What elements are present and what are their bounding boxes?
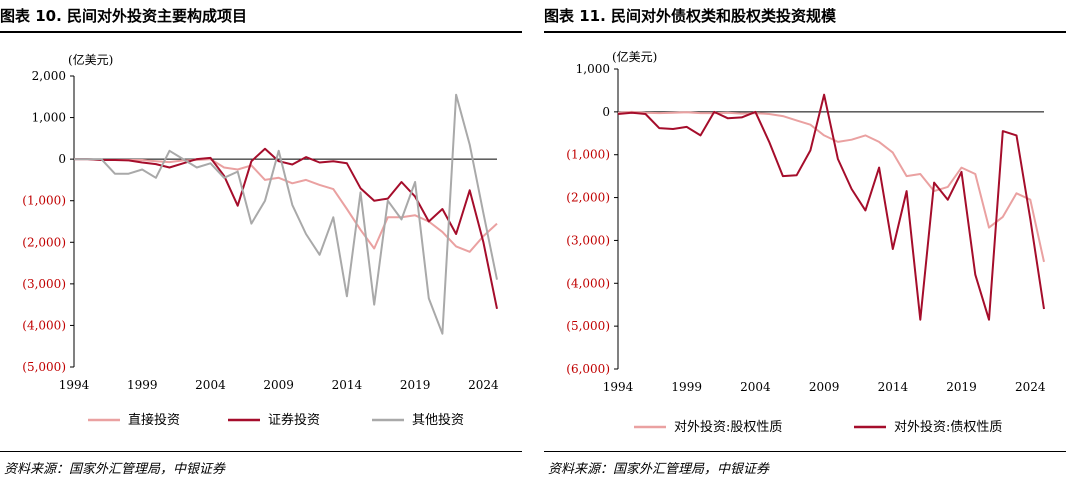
unit-label: (亿美元)	[68, 52, 113, 67]
y-tick-label: 0	[602, 105, 610, 119]
y-tick-label: 0	[58, 152, 66, 166]
figure-11-title: 图表 11. 民间对外债权类和股权类投资规模	[544, 7, 837, 25]
figure-11-chart: (亿美元)1,000 0 (1,000) (2,000) (3,000) (4,000) (…	[566, 49, 1046, 435]
x-tick-label: 1994	[59, 378, 90, 392]
x-tick-label: 1994	[603, 380, 634, 394]
unit-label: (亿美元)	[612, 49, 657, 64]
x-tick-label: 2004	[740, 380, 771, 394]
x-tick-label: 2024	[468, 378, 499, 392]
x-tick-label: 2014	[332, 378, 363, 392]
y-tick-label: (4,000)	[566, 276, 610, 290]
y-tick-label: (5,000)	[22, 360, 66, 374]
x-tick-label: 2019	[946, 380, 977, 394]
x-tick-label: 2009	[263, 378, 294, 392]
x-tick-label: 1999	[127, 378, 158, 392]
x-tick-label: 1999	[671, 380, 702, 394]
legend-label: 证券投资	[268, 412, 320, 428]
x-tick-label: 2004	[195, 378, 226, 392]
y-tick-label: (1,000)	[22, 194, 66, 208]
y-tick-label: (4,000)	[22, 318, 66, 332]
series-line-3	[74, 93, 498, 335]
x-tick-label: 2014	[878, 380, 909, 394]
figure-10-source: 资料来源：国家外汇管理局，中银证券	[4, 462, 226, 477]
x-tick-label: 2019	[400, 378, 431, 392]
y-tick-label: (3,000)	[22, 277, 66, 291]
legend-label: 其他投资	[412, 412, 464, 428]
legend-label: 直接投资	[128, 412, 180, 428]
title-rule	[0, 31, 522, 33]
series-line-2	[74, 147, 498, 310]
title-rule	[544, 31, 1066, 33]
figure-10-chart: (亿美元)2,000 1,000 0 (1,000) (2,000) (3,000) (4,…	[22, 52, 499, 428]
x-tick-label: 2009	[809, 380, 840, 394]
y-tick-label: (6,000)	[566, 362, 610, 376]
figure-11-source: 资料来源：国家外汇管理局，中银证券	[548, 462, 770, 477]
figure-10-title: 图表 10. 民间对外投资主要构成项目	[0, 7, 248, 25]
y-tick-label: (3,000)	[566, 233, 610, 247]
legend-label: 对外投资:股权性质	[674, 419, 782, 435]
y-tick-label: (1,000)	[566, 148, 610, 162]
y-tick-label: (5,000)	[566, 319, 610, 333]
legend-label: 对外投资:债权性质	[894, 419, 1002, 435]
figure-10-panel: 图表 10. 民间对外投资主要构成项目 (亿美元) 2,000 1,000 0 (1,0…	[0, 0, 522, 485]
series-line-1	[74, 158, 498, 253]
source-rule	[544, 451, 1066, 452]
y-tick-label: (2,000)	[566, 191, 610, 205]
y-tick-label: 1,000	[576, 62, 610, 76]
x-tick-label: 2024	[1015, 380, 1046, 394]
y-tick-label: 1,000	[32, 111, 66, 125]
source-rule	[0, 451, 522, 452]
series-line-1	[617, 110, 1045, 263]
figure-11-panel: 图表 11. 民间对外债权类和股权类投资规模 (亿美元) 1,000 0 (1,000…	[544, 0, 1066, 485]
y-tick-label: 2,000	[32, 69, 66, 83]
series-line-2	[617, 93, 1045, 321]
y-tick-label: (2,000)	[22, 235, 66, 249]
